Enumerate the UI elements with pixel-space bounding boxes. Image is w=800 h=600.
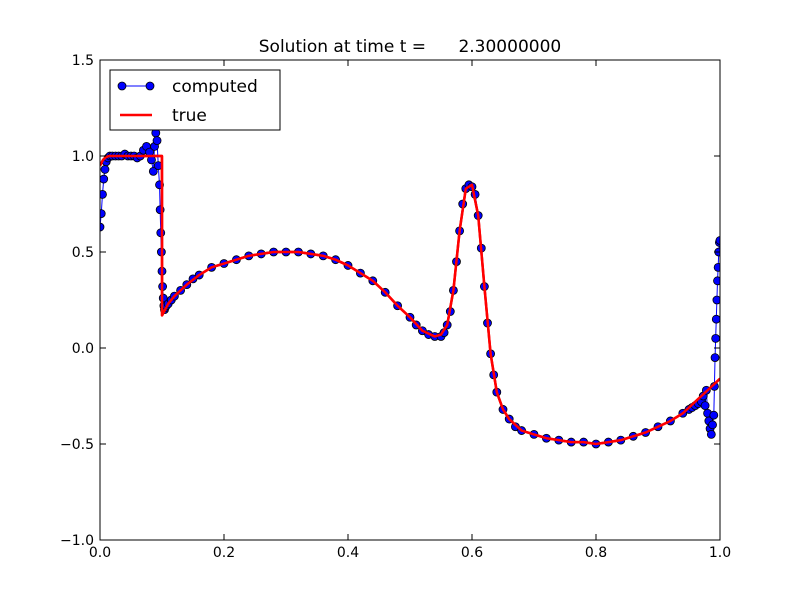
series-true-line-overlay [100, 154, 720, 446]
legend: computed true [109, 69, 281, 131]
series-computed-point [710, 353, 720, 363]
chart-title: Solution at time t = 2.30000000 [259, 37, 561, 57]
x-tick-label: 1.0 [709, 545, 731, 561]
series-computed-point [100, 174, 109, 184]
ticks-layer: 0.0 0.2 0.4 0.6 0.8 1.0 −1.0 −0.5 0.0 0.5 1.0 1.5 [60, 53, 731, 561]
y-tick-label: 0.5 [72, 245, 94, 261]
series-layer [100, 128, 720, 449]
series-computed-point [715, 236, 720, 245]
series-computed-point [100, 165, 110, 174]
y-tick-label: 0.0 [72, 341, 94, 357]
legend-frame [109, 69, 281, 131]
x-tick-label: 0.4 [337, 545, 359, 561]
series-computed-point [713, 276, 720, 286]
legend-computed-marker [117, 81, 127, 91]
series-computed-point [700, 401, 710, 411]
series-computed-point [148, 166, 158, 176]
series-computed-point [511, 422, 520, 432]
series-computed-point [709, 410, 719, 420]
series-computed-point [100, 190, 107, 199]
x-tick-label: 0.0 [89, 545, 111, 561]
x-tick-label: 0.6 [461, 545, 483, 561]
y-tick-label: −0.5 [60, 437, 94, 453]
x-tick-label: 0.8 [585, 545, 607, 561]
y-tick-label: 1.5 [72, 53, 94, 69]
series-computed-point [152, 136, 162, 146]
series-computed-point [713, 262, 720, 272]
legend-computed-marker [145, 81, 155, 91]
legend-true-label: true [172, 106, 207, 126]
y-tick-label: −1.0 [60, 533, 94, 549]
series-computed-point [100, 209, 106, 218]
plot-area: 0.0 0.2 0.4 0.6 0.8 1.0 −1.0 −0.5 0.0 0.5 1.0 1.5 [60, 53, 731, 561]
series-computed-point [100, 222, 105, 232]
series-computed-point [711, 334, 720, 343]
legend-computed-label: computed [172, 77, 258, 97]
plot-frame [99, 59, 721, 541]
series-computed-point [711, 314, 720, 324]
y-tick-label: 1.0 [72, 149, 94, 165]
series-computed-point [708, 420, 717, 430]
series-computed-point [706, 429, 716, 439]
x-tick-label: 0.2 [213, 545, 235, 561]
series-computed-point [712, 295, 720, 305]
